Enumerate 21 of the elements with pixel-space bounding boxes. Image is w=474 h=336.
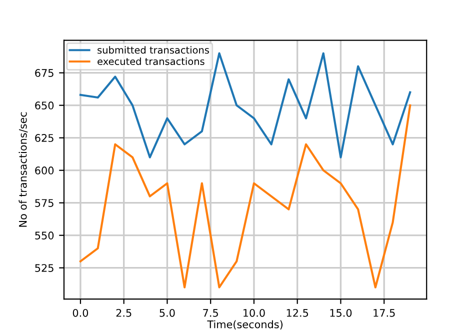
y-tick-label: 525 [35,264,54,272]
y-tick-label: 675 [35,69,54,77]
x-axis-title: Time(seconds) [207,320,282,330]
line-series [79,52,412,158]
x-tick-label: 2.5 [116,308,132,317]
x-tick-label: 0.0 [72,308,88,317]
y-tick-label: 550 [35,232,54,240]
x-tick-label: 10.0 [244,308,265,317]
y-tick-label: 625 [35,134,54,142]
y-tick-label: 650 [35,102,54,110]
y-tick-label: 600 [35,166,54,174]
legend-label: executed transactions [98,58,204,66]
y-axis-title: No of transactions/sec [18,112,28,227]
x-tick-label: 7.5 [203,309,218,317]
y-tick-label: 575 [35,199,54,207]
x-tick-label: 5.0 [160,308,175,317]
x-tick-label: 12.5 [286,308,308,317]
x-tick-label: 17.5 [374,309,395,317]
x-tick-label: 15.0 [330,308,352,317]
legend-label: submitted transactions [98,46,209,54]
line-series [79,104,412,288]
